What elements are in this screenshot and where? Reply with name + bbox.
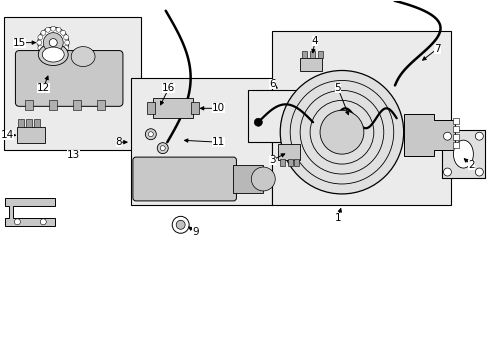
- Circle shape: [320, 110, 363, 154]
- Circle shape: [38, 35, 43, 40]
- Circle shape: [56, 53, 61, 58]
- Bar: [309, 50, 314, 58]
- Polygon shape: [5, 198, 55, 226]
- Bar: [190, 102, 198, 114]
- Circle shape: [41, 30, 46, 35]
- Text: 2: 2: [467, 160, 474, 170]
- Bar: [18, 127, 45, 143]
- Bar: [19, 119, 24, 127]
- Circle shape: [41, 50, 46, 55]
- Ellipse shape: [42, 47, 64, 62]
- Text: 8: 8: [115, 137, 122, 147]
- Text: 15: 15: [13, 37, 26, 48]
- Bar: [248, 90, 327, 142]
- FancyBboxPatch shape: [16, 50, 122, 106]
- Bar: [300, 58, 322, 72]
- Ellipse shape: [452, 140, 472, 168]
- Ellipse shape: [38, 44, 68, 66]
- Bar: [452, 126, 459, 132]
- Text: 3: 3: [268, 155, 275, 165]
- Text: 13: 13: [66, 150, 80, 160]
- Bar: [452, 134, 459, 140]
- Text: 1: 1: [334, 213, 341, 223]
- Bar: [34, 119, 40, 127]
- Circle shape: [64, 40, 69, 45]
- Circle shape: [40, 219, 46, 225]
- Bar: [293, 159, 298, 166]
- Circle shape: [148, 132, 153, 137]
- Bar: [26, 119, 32, 127]
- Circle shape: [63, 45, 68, 50]
- Text: 14: 14: [1, 130, 14, 140]
- Polygon shape: [403, 114, 454, 156]
- Bar: [452, 118, 459, 124]
- Circle shape: [56, 27, 61, 32]
- Circle shape: [51, 54, 56, 59]
- Circle shape: [51, 26, 56, 31]
- Circle shape: [443, 168, 450, 176]
- Circle shape: [172, 216, 189, 233]
- Circle shape: [145, 129, 156, 140]
- Text: 7: 7: [433, 44, 440, 54]
- Bar: [73, 100, 81, 110]
- Circle shape: [254, 118, 262, 126]
- FancyBboxPatch shape: [133, 157, 236, 201]
- Bar: [233, 165, 263, 193]
- Circle shape: [280, 71, 403, 194]
- Bar: [49, 100, 57, 110]
- Text: 6: 6: [268, 80, 275, 89]
- Bar: [279, 159, 284, 166]
- Bar: [278, 144, 300, 160]
- Bar: [131, 78, 272, 205]
- Text: 9: 9: [192, 227, 199, 237]
- Bar: [441, 130, 484, 178]
- Circle shape: [61, 30, 65, 35]
- Circle shape: [63, 35, 68, 40]
- Circle shape: [49, 39, 57, 46]
- Bar: [272, 31, 450, 205]
- Bar: [287, 159, 292, 166]
- Circle shape: [157, 143, 168, 154]
- Circle shape: [37, 40, 41, 45]
- Text: 10: 10: [211, 103, 224, 113]
- Circle shape: [443, 132, 450, 140]
- Circle shape: [43, 33, 63, 53]
- Circle shape: [176, 220, 185, 229]
- Bar: [97, 100, 105, 110]
- Bar: [301, 50, 306, 58]
- Circle shape: [14, 219, 20, 225]
- Circle shape: [474, 132, 482, 140]
- Bar: [317, 50, 322, 58]
- Circle shape: [38, 27, 68, 58]
- Text: 16: 16: [162, 84, 175, 93]
- Circle shape: [251, 167, 275, 191]
- Circle shape: [38, 45, 43, 50]
- Bar: [25, 100, 33, 110]
- Circle shape: [45, 53, 50, 58]
- Circle shape: [474, 168, 482, 176]
- Circle shape: [160, 146, 165, 150]
- Text: 5: 5: [334, 84, 341, 93]
- Text: 11: 11: [211, 137, 224, 147]
- Bar: [152, 98, 192, 118]
- Text: 12: 12: [37, 84, 50, 93]
- Bar: [452, 142, 459, 148]
- Bar: [4, 17, 141, 150]
- Text: 4: 4: [311, 36, 318, 46]
- Circle shape: [45, 27, 50, 32]
- Circle shape: [61, 50, 65, 55]
- Ellipse shape: [71, 46, 95, 67]
- Bar: [146, 102, 155, 114]
